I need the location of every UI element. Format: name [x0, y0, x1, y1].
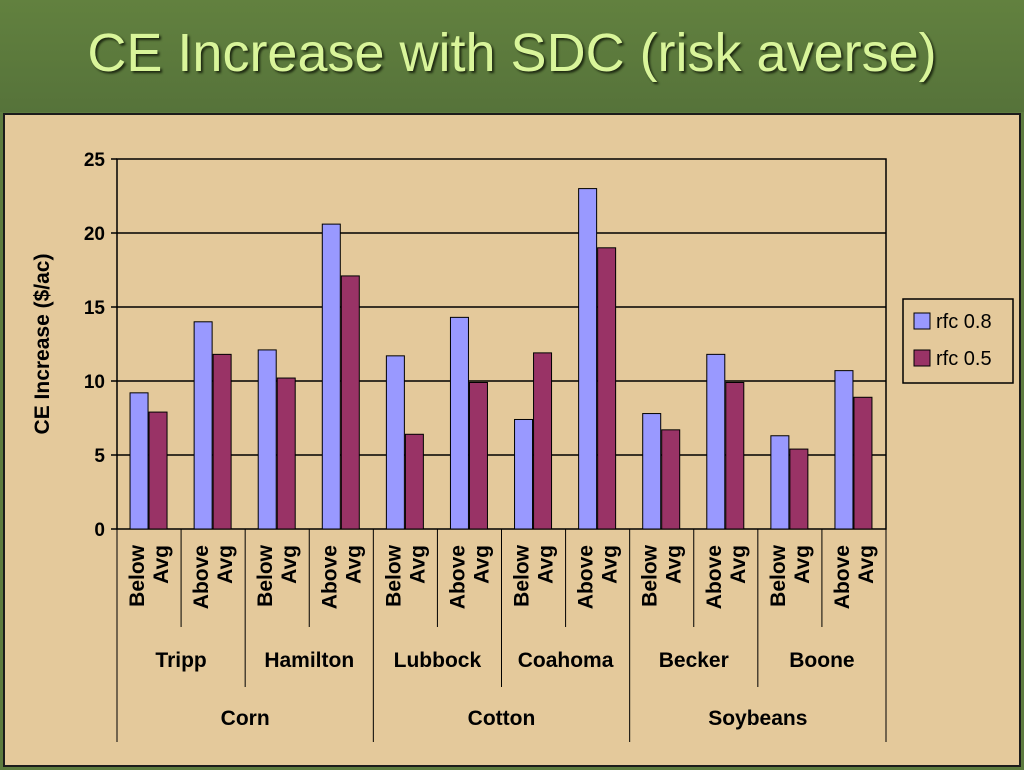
- x-crop-label: Soybeans: [708, 707, 807, 730]
- x-category-label: Above: [190, 545, 213, 609]
- y-tick-label: 15: [84, 298, 106, 319]
- bar-rfc-05-1: [212, 353, 232, 530]
- x-category-label: Above: [446, 545, 469, 609]
- x-category-label: Avg: [150, 545, 173, 584]
- x-category-label: Above: [575, 545, 598, 609]
- bar-rfc-05-10: [789, 448, 809, 530]
- x-category-label: Below: [639, 544, 662, 607]
- bar-rfc-05-8: [661, 429, 681, 530]
- chart-panel: 0 5 10 15 20 25 CE Increase ($/ac) Below Avg Abov…: [3, 113, 1021, 767]
- y-axis-label: CE Increase ($/ac): [31, 254, 54, 435]
- x-category-label: Avg: [406, 545, 429, 584]
- bar-rfc-05-3: [340, 275, 360, 530]
- bar-rfc-08-11: [834, 370, 854, 530]
- y-tick-label: 10: [84, 372, 105, 393]
- bar-rfc-05-11: [853, 396, 873, 530]
- x-group-label: Tripp: [155, 649, 206, 672]
- x-crop-label: Corn: [221, 707, 270, 730]
- x-category-label: Avg: [855, 545, 878, 584]
- bar-rfc-08-6: [514, 418, 534, 530]
- legend-label: rfc 0.5: [936, 348, 992, 370]
- x-group-label: Boone: [789, 649, 854, 672]
- bar-rfc-05-7: [597, 247, 617, 530]
- bar-rfc-08-1: [193, 321, 213, 530]
- bar-rfc-08-3: [321, 223, 341, 530]
- bar-rfc-08-10: [770, 435, 790, 530]
- x-category-label: Avg: [342, 545, 365, 584]
- slide-header: [0, 0, 1024, 112]
- x-crop-label: Cotton: [468, 707, 536, 730]
- bar-rfc-05-6: [533, 352, 553, 530]
- x-group-label: Becker: [659, 649, 729, 672]
- y-tick-label: 0: [94, 520, 105, 541]
- x-group-label: Coahoma: [518, 649, 614, 672]
- x-category-label: Below: [382, 544, 405, 607]
- bar-rfc-05-0: [148, 411, 168, 530]
- x-category-label: Avg: [470, 545, 493, 584]
- bar-rfc-05-5: [468, 381, 488, 530]
- x-category-label: Below: [511, 544, 534, 607]
- x-category-label: Below: [767, 544, 790, 607]
- y-tick-label: 5: [94, 446, 105, 467]
- x-group-label: Hamilton: [264, 649, 354, 672]
- bar-rfc-05-2: [276, 377, 296, 530]
- slide-title: CE Increase with SDC (risk averse): [87, 23, 937, 83]
- y-tick-label: 25: [84, 150, 106, 171]
- x-category-label: Above: [703, 545, 726, 609]
- x-category-label: Avg: [663, 545, 686, 584]
- x-category-label: Avg: [727, 545, 750, 584]
- bar-rfc-08-7: [578, 188, 598, 530]
- x-category-label: Avg: [599, 545, 622, 584]
- bar-rfc-05-4: [404, 433, 424, 530]
- legend-label: rfc 0.8: [936, 311, 992, 333]
- x-category-label: Below: [254, 544, 277, 607]
- bar-rfc-08-9: [706, 353, 726, 530]
- bar-rfc-08-4: [385, 355, 405, 530]
- bar-rfc-08-5: [449, 316, 469, 530]
- x-category-label: Avg: [535, 545, 558, 584]
- y-tick-label: 20: [84, 224, 105, 245]
- bar-rfc-08-8: [642, 413, 662, 530]
- x-group-label: Lubbock: [394, 649, 482, 672]
- bar-rfc-08-2: [257, 349, 277, 530]
- x-category-label: Avg: [278, 545, 301, 584]
- legend-swatch: [913, 349, 931, 367]
- legend-swatch: [913, 312, 931, 330]
- x-category-label: Above: [318, 545, 341, 609]
- x-category-label: Avg: [214, 545, 237, 584]
- x-category-label: Above: [831, 545, 854, 609]
- x-category-label: Below: [126, 544, 149, 607]
- x-category-label: Avg: [791, 545, 814, 584]
- bar-rfc-05-9: [725, 381, 745, 530]
- bar-rfc-08-0: [129, 392, 149, 530]
